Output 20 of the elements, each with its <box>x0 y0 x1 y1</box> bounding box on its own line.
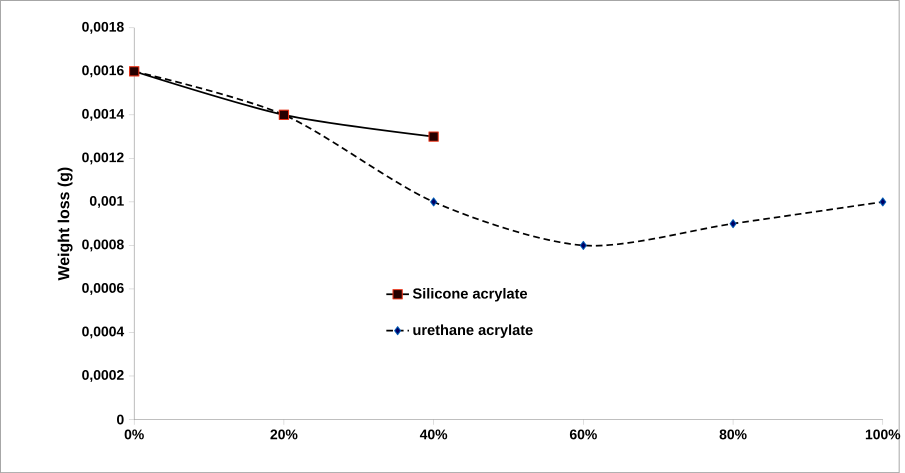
y-axis-title: Weight loss (g) <box>58 168 73 280</box>
y-tick-label: 0,0008 <box>82 239 124 252</box>
y-tick-label: 0,001 <box>90 196 124 208</box>
x-tick-label: 40% <box>420 429 448 440</box>
x-tick-label: 0% <box>124 429 144 440</box>
y-tick-label: 0 <box>117 414 124 424</box>
y-tick-label: 0,0012 <box>82 152 124 164</box>
x-tick-label: 100% <box>866 429 900 440</box>
legend-label: Silicone acrylate <box>412 288 528 302</box>
x-tick-label: 60% <box>570 429 597 440</box>
point <box>428 131 439 142</box>
legend-label: urethane acrylate <box>413 324 533 338</box>
x-tick-label: 20% <box>270 429 298 440</box>
x-tick-label: 80% <box>720 429 747 440</box>
y-tick-label: 0,0004 <box>82 326 124 338</box>
y-tick-label: 0,0018 <box>82 22 124 34</box>
y-tick-label: 0,0016 <box>82 65 124 78</box>
y-tick-label: 0,0006 <box>82 282 124 295</box>
y-tick-label: 0,0014 <box>82 108 124 121</box>
y-tick-label: 0,0002 <box>82 370 124 382</box>
